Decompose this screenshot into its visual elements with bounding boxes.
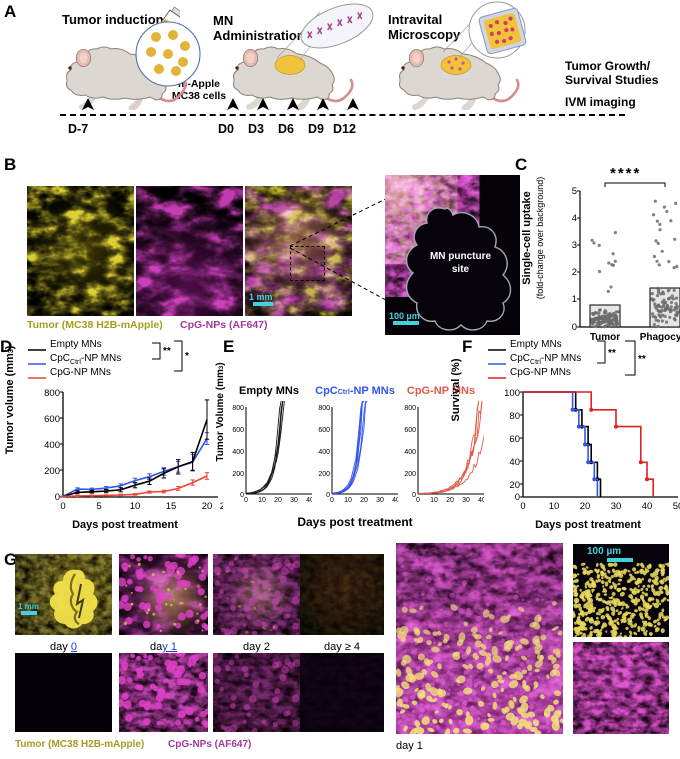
svg-text:3: 3 (572, 240, 577, 251)
svg-text:200: 200 (318, 471, 330, 478)
svg-text:40: 40 (509, 457, 520, 468)
svg-text:200: 200 (404, 471, 416, 478)
svg-text:400: 400 (44, 440, 60, 451)
svg-text:30: 30 (376, 497, 384, 504)
svg-text:40: 40 (306, 497, 312, 504)
svg-text:0: 0 (520, 501, 525, 512)
svg-text:600: 600 (318, 427, 330, 434)
svg-text:5: 5 (572, 186, 577, 197)
svg-text:4: 4 (572, 213, 577, 224)
svg-text:400: 400 (232, 449, 244, 456)
svg-text:10: 10 (344, 497, 352, 504)
svg-text:40: 40 (642, 501, 653, 512)
svg-text:800: 800 (404, 405, 416, 412)
svg-text:30: 30 (290, 497, 298, 504)
svg-text:**: ** (638, 354, 646, 365)
svg-text:800: 800 (318, 405, 330, 412)
svg-text:20: 20 (274, 497, 282, 504)
svg-text:600: 600 (232, 427, 244, 434)
svg-text:80: 80 (509, 411, 520, 422)
svg-text:1: 1 (572, 294, 577, 305)
svg-text:100: 100 (504, 388, 520, 399)
svg-text:800: 800 (44, 388, 60, 399)
svg-text:20: 20 (360, 497, 368, 504)
svg-text:20: 20 (580, 501, 591, 512)
svg-text:60: 60 (509, 434, 520, 445)
svg-text:10: 10 (258, 497, 266, 504)
svg-text:50: 50 (673, 501, 680, 512)
svg-text:15: 15 (166, 501, 177, 512)
svg-text:200: 200 (232, 471, 244, 478)
svg-text:20: 20 (202, 501, 213, 512)
svg-text:10: 10 (130, 501, 141, 512)
svg-text:0: 0 (55, 492, 60, 503)
svg-text:400: 400 (318, 449, 330, 456)
svg-text:0: 0 (330, 497, 334, 504)
svg-text:**: ** (163, 346, 171, 357)
svg-text:20: 20 (509, 480, 520, 491)
svg-text:0: 0 (244, 497, 248, 504)
svg-text:2: 2 (572, 267, 577, 278)
svg-text:0: 0 (515, 492, 520, 503)
svg-text:*: * (185, 351, 189, 362)
svg-text:20: 20 (446, 497, 454, 504)
svg-text:10: 10 (430, 497, 438, 504)
svg-text:5: 5 (96, 501, 101, 512)
svg-text:600: 600 (44, 414, 60, 425)
svg-text:800: 800 (232, 405, 244, 412)
svg-text:0: 0 (416, 497, 420, 504)
svg-text:400: 400 (404, 449, 416, 456)
svg-text:200: 200 (44, 466, 60, 477)
svg-text:30: 30 (611, 501, 622, 512)
svg-text:600: 600 (404, 427, 416, 434)
svg-text:0: 0 (60, 501, 65, 512)
svg-text:10: 10 (549, 501, 560, 512)
svg-text:**: ** (608, 348, 616, 359)
svg-text:0: 0 (572, 322, 577, 333)
svg-text:40: 40 (392, 497, 398, 504)
svg-text:25: 25 (220, 501, 223, 512)
